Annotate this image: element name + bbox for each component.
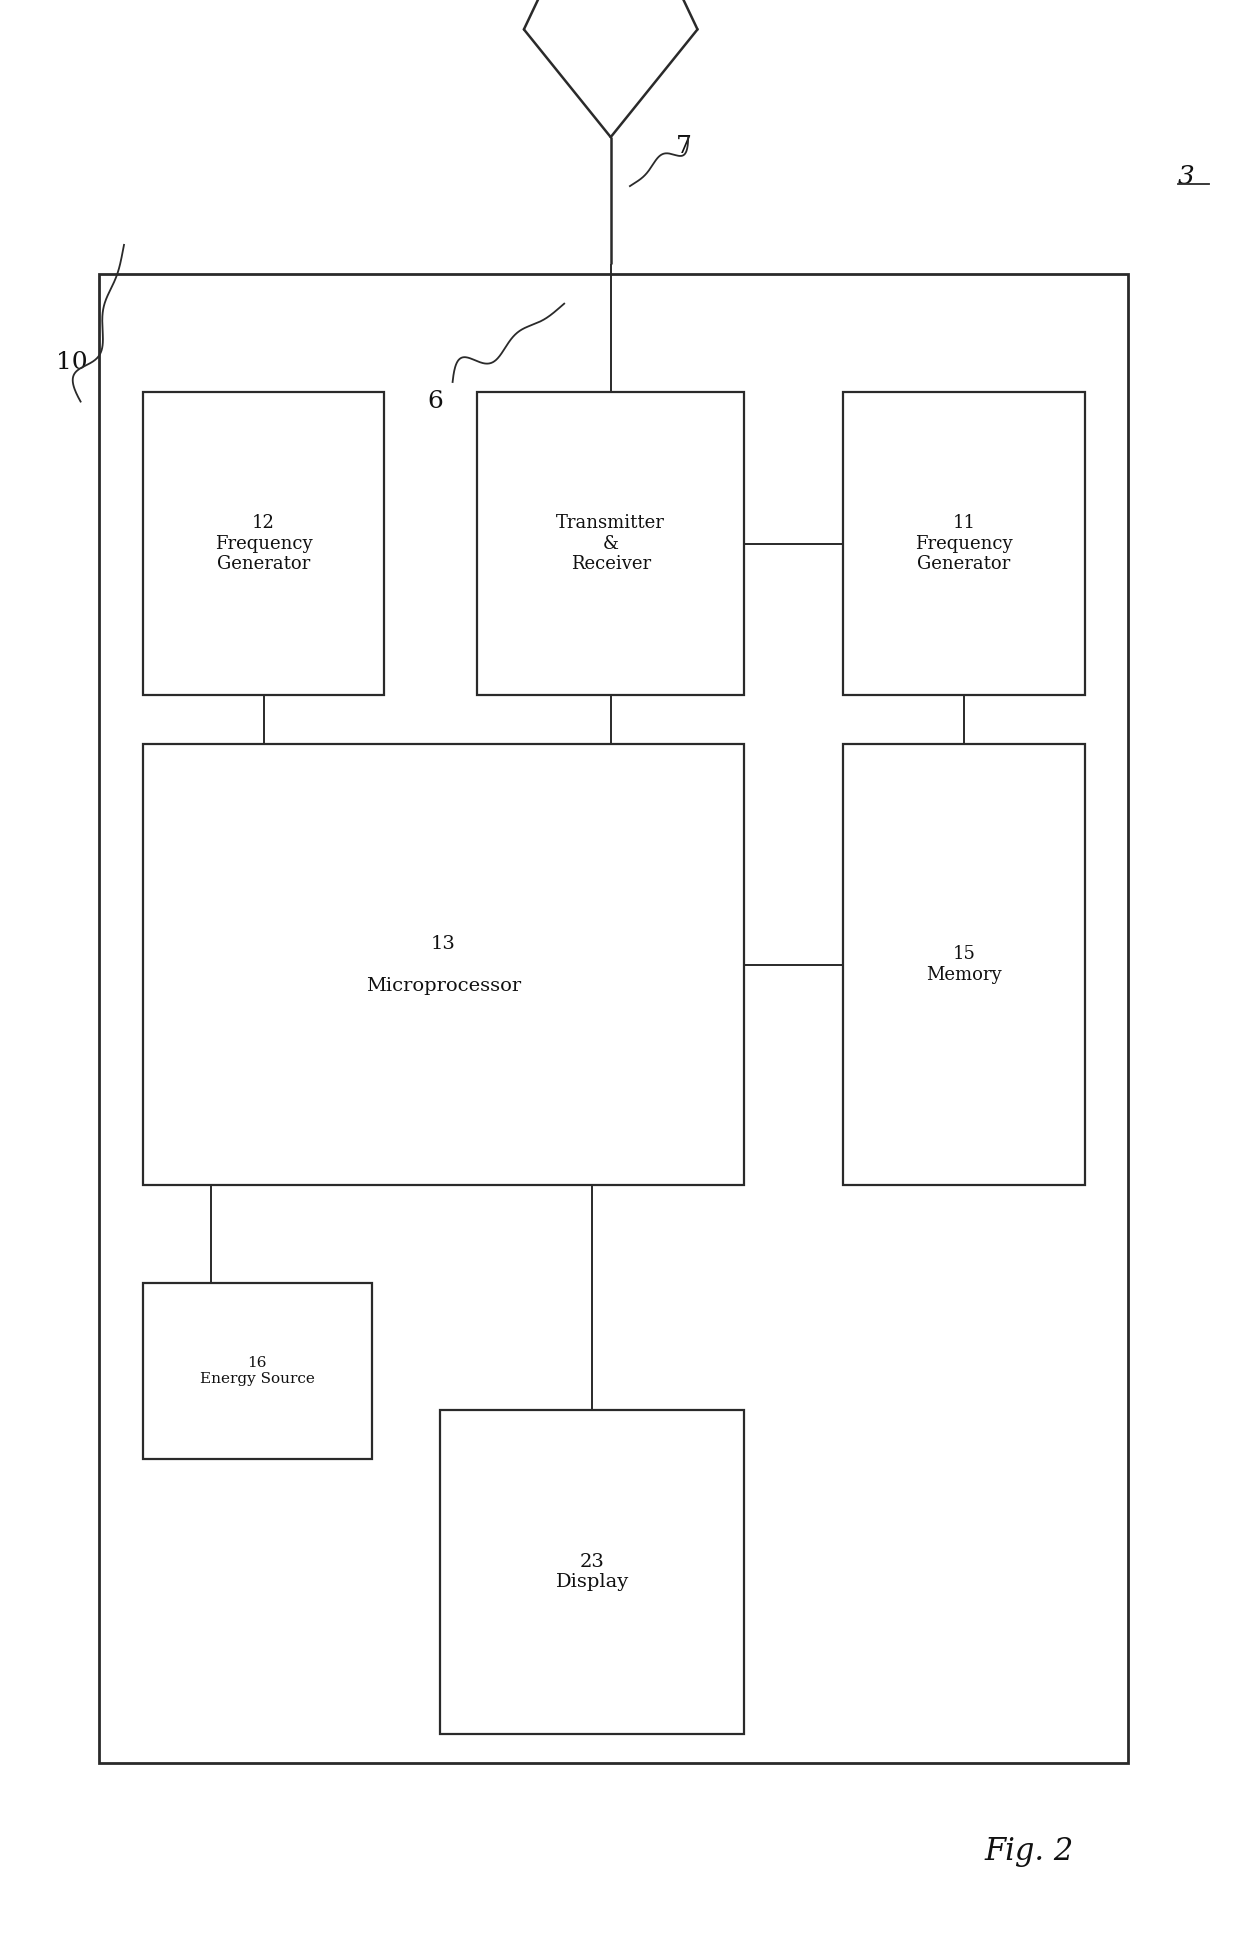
Bar <box>477 392 744 695</box>
Text: 15
Memory: 15 Memory <box>926 946 1002 983</box>
Bar <box>440 1410 744 1734</box>
Text: 13

Microprocessor: 13 Microprocessor <box>366 934 521 995</box>
Text: Transmitter
&
Receiver: Transmitter & Receiver <box>557 513 665 574</box>
Text: 7: 7 <box>676 135 692 159</box>
Bar <box>143 744 744 1185</box>
Text: 12
Frequency
Generator: 12 Frequency Generator <box>215 513 312 574</box>
Bar <box>99 274 1128 1763</box>
Text: 11
Frequency
Generator: 11 Frequency Generator <box>915 513 1013 574</box>
Bar <box>843 392 1085 695</box>
Text: 23
Display: 23 Display <box>556 1553 629 1591</box>
Text: 3: 3 <box>1178 165 1195 188</box>
Bar <box>143 1283 372 1459</box>
Bar <box>143 392 384 695</box>
Text: 10: 10 <box>56 351 88 374</box>
Text: 6: 6 <box>428 390 444 413</box>
Bar <box>843 744 1085 1185</box>
Text: Fig. 2: Fig. 2 <box>985 1836 1074 1867</box>
Text: 16
Energy Source: 16 Energy Source <box>200 1356 315 1387</box>
